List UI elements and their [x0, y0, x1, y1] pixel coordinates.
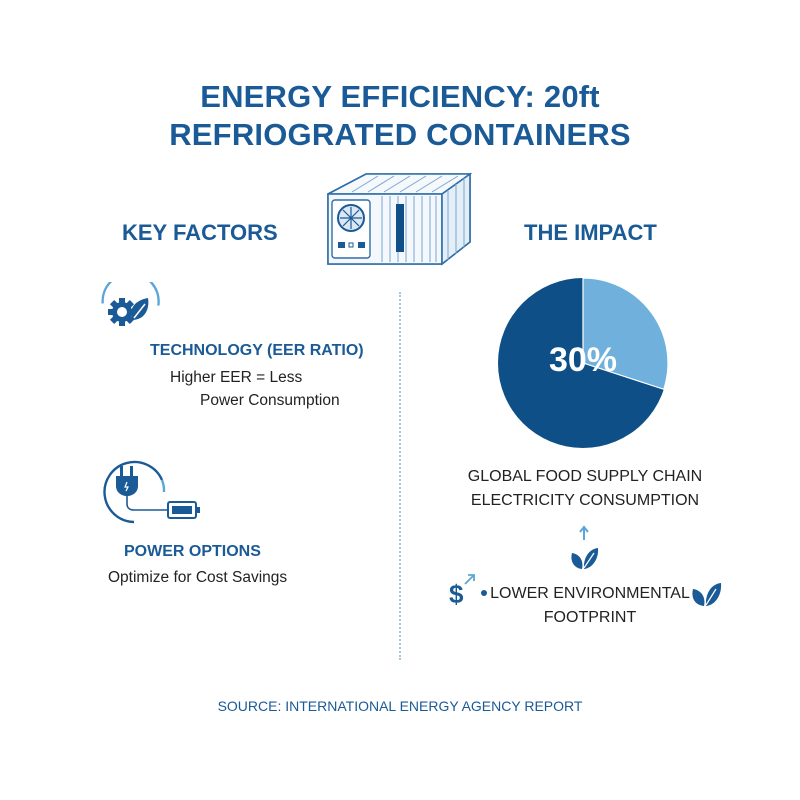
page-title: ENERGY EFFICIENCY: 20ft REFRIOGRATED CON…: [0, 78, 800, 154]
power-options-title: POWER OPTIONS: [124, 543, 261, 560]
plug-battery-icon: [100, 460, 204, 524]
leaf-icon: [569, 544, 599, 570]
technology-desc-line-2: Power Consumption: [200, 392, 340, 409]
gear-leaf-icon: [98, 272, 160, 344]
technology-title: TECHNOLOGY (EER RATIO): [150, 342, 364, 359]
refrigerated-container-icon: [318, 168, 484, 274]
the-impact-heading: THE IMPACT: [524, 220, 657, 245]
benefit-line-2: FOOTPRINT: [543, 609, 637, 626]
technology-desc-line-1: Higher EER = Less: [170, 369, 303, 386]
benefit-text: LOWER ENVIRONMENTAL FOOTPRINT: [490, 582, 690, 630]
title-line-2: REFRIOGRATED CONTAINERS: [169, 117, 631, 152]
pie-caption: GLOBAL FOOD SUPPLY CHAIN ELECTRICITY CON…: [440, 465, 730, 513]
pie-caption-line-2: ELECTRICITY CONSUMPTION: [470, 492, 700, 509]
source-citation: SOURCE: INTERNATIONAL ENERGY AGENCY REPO…: [217, 698, 583, 714]
title-line-1: ENERGY EFFICIENCY: 20ft: [200, 79, 600, 114]
dollar-icon: $: [449, 573, 477, 609]
pie-percentage-label: 30%: [548, 341, 618, 379]
pie-caption-line-1: GLOBAL FOOD SUPPLY CHAIN: [467, 468, 703, 485]
arrow-up-icon: [578, 525, 590, 541]
key-factors-heading: KEY FACTORS: [122, 220, 278, 245]
leaf-icon: [690, 579, 722, 607]
power-options-desc: Optimize for Cost Savings: [108, 569, 288, 586]
bullet-dot: [481, 590, 487, 596]
benefit-line-1: LOWER ENVIRONMENTAL: [490, 585, 690, 602]
column-divider: [399, 292, 401, 660]
impact-pie-chart: 30%: [497, 277, 669, 449]
